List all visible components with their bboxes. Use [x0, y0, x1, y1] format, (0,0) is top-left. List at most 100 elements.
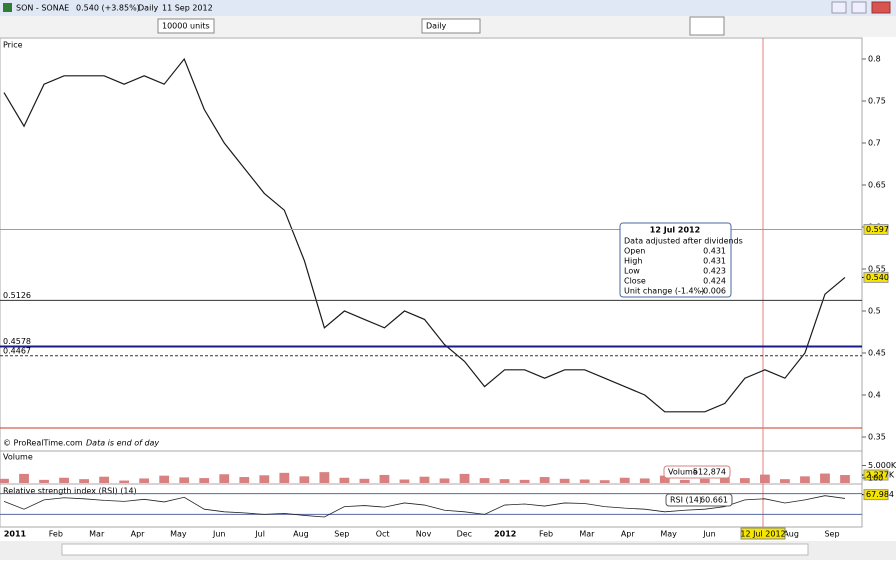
- bar: [679, 479, 690, 483]
- bar: [359, 478, 370, 483]
- units-value: 10000 units: [162, 22, 210, 31]
- bar: [279, 472, 290, 483]
- bar: [59, 477, 69, 483]
- y-tick-label: 0.4: [868, 391, 881, 400]
- bar: [579, 479, 590, 483]
- bar: [199, 478, 210, 483]
- x-tick-label: Nov: [416, 530, 432, 539]
- x-tick-label: 2011: [4, 530, 27, 539]
- bar: [760, 474, 770, 483]
- bar: [739, 478, 750, 483]
- bar: [519, 479, 530, 483]
- credit: © ProRealTime.com: [3, 439, 83, 448]
- tooltip-row-label: Low: [624, 267, 640, 276]
- bar: [479, 478, 490, 483]
- tooltip-box: [619, 222, 732, 298]
- bar: [0, 478, 9, 483]
- bar: [319, 472, 330, 483]
- y-tick-label: 0.65: [868, 181, 886, 190]
- x-tick-label: Dec: [457, 530, 472, 539]
- bar: [780, 479, 790, 483]
- y-tick-label: 0.55: [868, 265, 886, 274]
- y-tick-label: 5.000K: [868, 461, 896, 470]
- bar: [539, 477, 550, 483]
- y-tick-label: 0.8: [868, 55, 881, 64]
- tooltip-row-label: Unit change (-1.4%): [624, 287, 704, 296]
- x-tick-label: Sep: [334, 530, 349, 539]
- x-tick-label: Oct: [376, 530, 390, 539]
- x-tick-label: Apr: [621, 530, 636, 539]
- bar: [119, 480, 130, 483]
- marker-label: 67.984: [866, 490, 894, 499]
- tooltip-row-value: 0.431: [703, 257, 726, 266]
- window-quote: 0.540 (+3.85%): [76, 4, 140, 13]
- readout-name: RSI (14): [670, 496, 702, 505]
- readout-box: [665, 493, 733, 507]
- marker-label: 0.597: [866, 225, 889, 234]
- volume-panel: [0, 450, 863, 485]
- tooltip-row-value: 0.424: [703, 277, 726, 286]
- maximize[interactable]: [851, 1, 867, 14]
- y-tick-label: 100: [868, 474, 883, 483]
- app-icon: [3, 3, 12, 12]
- y-tick-label: 0.45: [868, 349, 886, 358]
- bar: [79, 479, 89, 483]
- x-tick-label: May: [170, 530, 187, 539]
- readout-value: 60.661: [700, 496, 728, 505]
- x-tick-label: Mar: [579, 530, 595, 539]
- readout-value: 512,874: [693, 468, 726, 477]
- x-tick-label: Aug: [783, 530, 799, 539]
- x-tick-label: Sep: [824, 530, 839, 539]
- level-label: 0.4467: [3, 346, 31, 355]
- bar: [419, 476, 430, 483]
- tooltip-row-value: 0.431: [703, 247, 726, 256]
- tooltip-row-label: High: [624, 257, 642, 266]
- cursor-label: 12 Jul 2012: [740, 530, 785, 539]
- bar: [559, 478, 570, 483]
- y-tick-label: 0.35: [868, 433, 886, 442]
- tooltip-row-value: -0.006: [700, 287, 726, 296]
- bar: [619, 477, 630, 483]
- tooltip-note: Data adjusted after dividends: [624, 237, 743, 246]
- bar: [439, 478, 450, 483]
- cursor-box: [740, 527, 786, 540]
- tooltip-title: 12 Jul 2012: [650, 226, 700, 235]
- window-date: 11 Sep 2012: [162, 4, 213, 13]
- window-title: SON - SONAE: [16, 4, 69, 13]
- scroll-track[interactable]: [61, 543, 809, 556]
- x-tick-label: Mar: [89, 530, 105, 539]
- period-value: Daily: [426, 22, 447, 31]
- bar: [19, 473, 29, 483]
- x-tick-label: 2012: [494, 530, 516, 539]
- marker-box: [863, 224, 889, 236]
- bar: [179, 477, 190, 483]
- period-select[interactable]: [421, 18, 481, 34]
- minimize[interactable]: [831, 1, 847, 14]
- bar: [139, 478, 150, 483]
- price-title: Price: [3, 41, 23, 50]
- bar: [599, 480, 610, 483]
- tooltip: 12 Jul 2012 Data adjusted after dividends…: [619, 222, 743, 298]
- x-tick-label: Feb: [539, 530, 553, 539]
- readout-box: [663, 465, 731, 479]
- marker-label: 0.540: [866, 273, 889, 282]
- x-tick-label: Jun: [212, 530, 226, 539]
- tooltip-row-value: 0.423: [703, 267, 726, 276]
- y-tick-label: 0.5: [868, 307, 881, 316]
- x-tick-label: Jun: [702, 530, 716, 539]
- units-select[interactable]: [157, 18, 215, 34]
- bar: [719, 477, 730, 483]
- close[interactable]: [871, 1, 891, 14]
- x-tick-label: Apr: [131, 530, 146, 539]
- indicator-button[interactable]: [689, 16, 725, 36]
- bar: [659, 475, 670, 483]
- y-tick-label: 0.75: [868, 97, 886, 106]
- series-line: [3, 495, 846, 518]
- x-tick-label: May: [660, 530, 677, 539]
- level-label: 0.5126: [3, 291, 31, 300]
- marker-label: 2.277K: [866, 471, 895, 480]
- bar: [499, 479, 510, 483]
- bar: [840, 475, 850, 483]
- bar: [259, 475, 270, 483]
